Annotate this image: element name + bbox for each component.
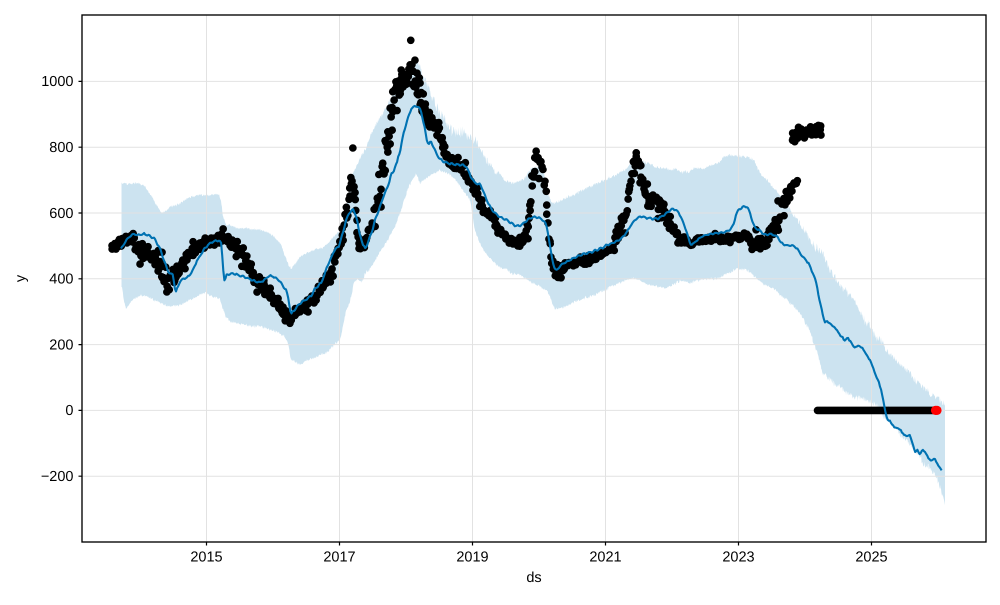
svg-text:2023: 2023 — [722, 550, 754, 566]
svg-text:800: 800 — [49, 140, 73, 156]
svg-text:0: 0 — [65, 403, 73, 419]
svg-text:y: y — [13, 274, 29, 282]
svg-text:ds: ds — [526, 570, 541, 586]
svg-text:400: 400 — [49, 272, 73, 288]
svg-text:600: 600 — [49, 206, 73, 222]
svg-text:2025: 2025 — [855, 550, 887, 566]
svg-text:2019: 2019 — [456, 550, 488, 566]
svg-text:−200: −200 — [41, 469, 74, 485]
svg-text:2021: 2021 — [589, 550, 621, 566]
svg-text:1000: 1000 — [41, 74, 73, 90]
svg-text:200: 200 — [49, 337, 73, 353]
svg-text:2017: 2017 — [323, 550, 355, 566]
svg-text:2015: 2015 — [190, 550, 222, 566]
